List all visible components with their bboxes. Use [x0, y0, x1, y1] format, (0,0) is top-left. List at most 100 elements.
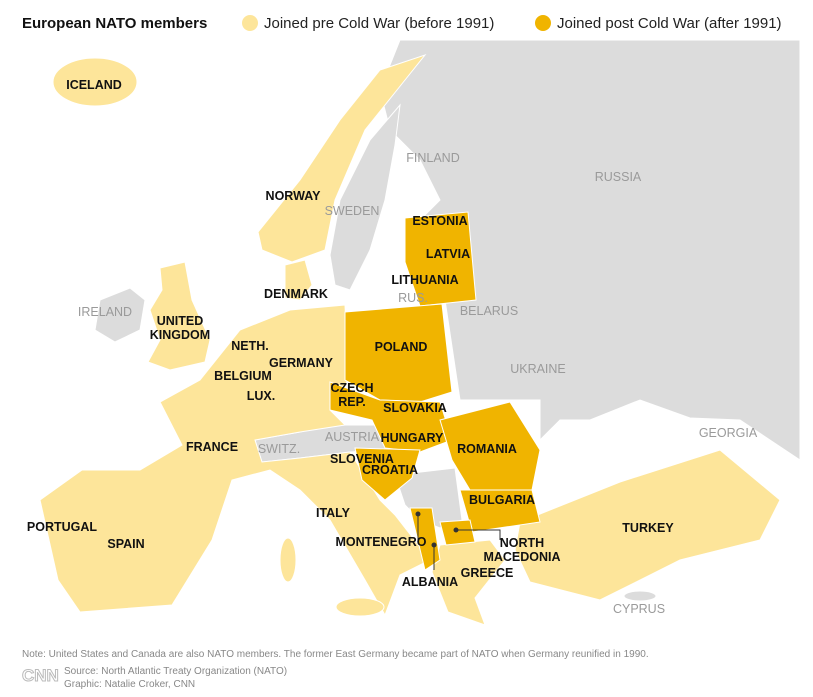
country-label: UNITED KINGDOM	[150, 314, 210, 342]
country-label: NETH.	[231, 339, 269, 353]
country-label: NORWAY	[266, 189, 322, 203]
country-label: ROMANIA	[457, 442, 517, 456]
country-label: FINLAND	[406, 151, 459, 165]
land-baltics	[404, 211, 477, 307]
map-shapes	[39, 39, 801, 626]
country-label: LUX.	[247, 389, 275, 403]
country-label: GREECE	[461, 566, 514, 580]
label-line: NORWAY	[266, 189, 322, 203]
label-line: UNITED	[157, 314, 204, 328]
label-line: SWEDEN	[325, 204, 380, 218]
title: European NATO members	[22, 15, 207, 32]
country-label: SPAIN	[107, 537, 144, 551]
land-balkans	[394, 467, 463, 529]
country-label: ALBANIA	[402, 575, 458, 589]
note: Note: United States and Canada are also …	[22, 649, 649, 660]
land-denmark	[284, 259, 313, 301]
label-line: CZECH	[330, 381, 373, 395]
country-label: LATVIA	[426, 247, 470, 261]
country-label: GERMANY	[269, 356, 334, 370]
country-label: NORTH MACEDONIA	[483, 536, 560, 564]
land-greece	[431, 539, 506, 626]
label-line: LATVIA	[426, 247, 470, 261]
label-line: FINLAND	[406, 151, 459, 165]
country-label: ESTONIA	[412, 214, 467, 228]
label-line: PORTUGAL	[27, 520, 98, 534]
country-label: BELGIUM	[214, 369, 272, 383]
country-label: RUSSIA	[595, 170, 642, 184]
country-label: CZECH REP.	[330, 381, 373, 409]
leader-line	[456, 529, 501, 540]
country-label: RUS.	[398, 291, 428, 305]
legend-swatch	[535, 15, 551, 31]
logo: CNN	[22, 666, 59, 685]
label-line: RUSSIA	[595, 170, 642, 184]
label-line: RUS.	[398, 291, 428, 305]
country-label: SWITZ.	[258, 442, 300, 456]
country-label: ITALY	[316, 506, 351, 520]
legend-swatch	[242, 15, 258, 31]
land-sardinia	[279, 537, 297, 583]
land-macedonia	[439, 519, 476, 546]
label-line: POLAND	[375, 340, 428, 354]
country-label: IRELAND	[78, 305, 132, 319]
label-line: KINGDOM	[150, 328, 210, 342]
leader-dot	[453, 527, 459, 533]
land-norway	[257, 53, 427, 263]
country-label: CROATIA	[362, 463, 418, 477]
country-label: GEORGIA	[699, 426, 758, 440]
label-line: FRANCE	[186, 440, 238, 454]
label-line: REP.	[338, 395, 366, 409]
header-bg	[0, 0, 813, 40]
country-label: LITHUANIA	[391, 273, 458, 287]
leader-dot	[415, 511, 421, 517]
land-turkey	[514, 449, 781, 601]
country-label: MONTENEGRO	[336, 535, 427, 549]
source: Source: North Atlantic Treaty Organizati…	[64, 666, 287, 677]
label-line: TURKEY	[622, 521, 674, 535]
label-line: ITALY	[316, 506, 351, 520]
label-line: IRELAND	[78, 305, 132, 319]
country-label: ICELAND	[66, 78, 122, 92]
label-line: ROMANIA	[457, 442, 517, 456]
label-line: NETH.	[231, 339, 269, 353]
legend-label: Joined pre Cold War (before 1991)	[264, 15, 494, 32]
label-line: CROATIA	[362, 463, 418, 477]
country-label: SWEDEN	[325, 204, 380, 218]
label-line: MACEDONIA	[483, 550, 560, 564]
label-line: BULGARIA	[469, 493, 535, 507]
footer-bg	[0, 640, 813, 697]
leader-dot	[431, 542, 437, 548]
label-line: HUNGARY	[381, 431, 444, 445]
land-bulgaria	[459, 489, 541, 533]
label-line: LUX.	[247, 389, 275, 403]
land-east	[379, 39, 801, 461]
label-line: NORTH	[500, 536, 544, 550]
land-central	[329, 381, 453, 453]
country-label: PORTUGAL	[27, 520, 98, 534]
country-label: BULGARIA	[469, 493, 535, 507]
country-label: SLOVENIA	[330, 452, 394, 466]
leader-lines	[415, 511, 501, 570]
land-cyprus	[623, 590, 657, 602]
label-line: BELGIUM	[214, 369, 272, 383]
land-sicily	[335, 597, 385, 617]
label-line: LITHUANIA	[391, 273, 458, 287]
label-line: ICELAND	[66, 78, 122, 92]
label-line: ALBANIA	[402, 575, 458, 589]
country-label: BELARUS	[460, 304, 518, 318]
country-label: TURKEY	[622, 521, 674, 535]
credit: Graphic: Natalie Croker, CNN	[64, 679, 195, 690]
legend-label: Joined post Cold War (after 1991)	[557, 15, 782, 32]
label-line: MONTENEGRO	[336, 535, 427, 549]
country-label: FRANCE	[186, 440, 238, 454]
country-label: SLOVAKIA	[383, 401, 447, 415]
country-label: CYPRUS	[613, 602, 665, 616]
land-croatia	[354, 447, 421, 501]
label-line: DENMARK	[264, 287, 328, 301]
label-line: SWITZ.	[258, 442, 300, 456]
land-sweden	[329, 103, 401, 291]
label-line: BELARUS	[460, 304, 518, 318]
